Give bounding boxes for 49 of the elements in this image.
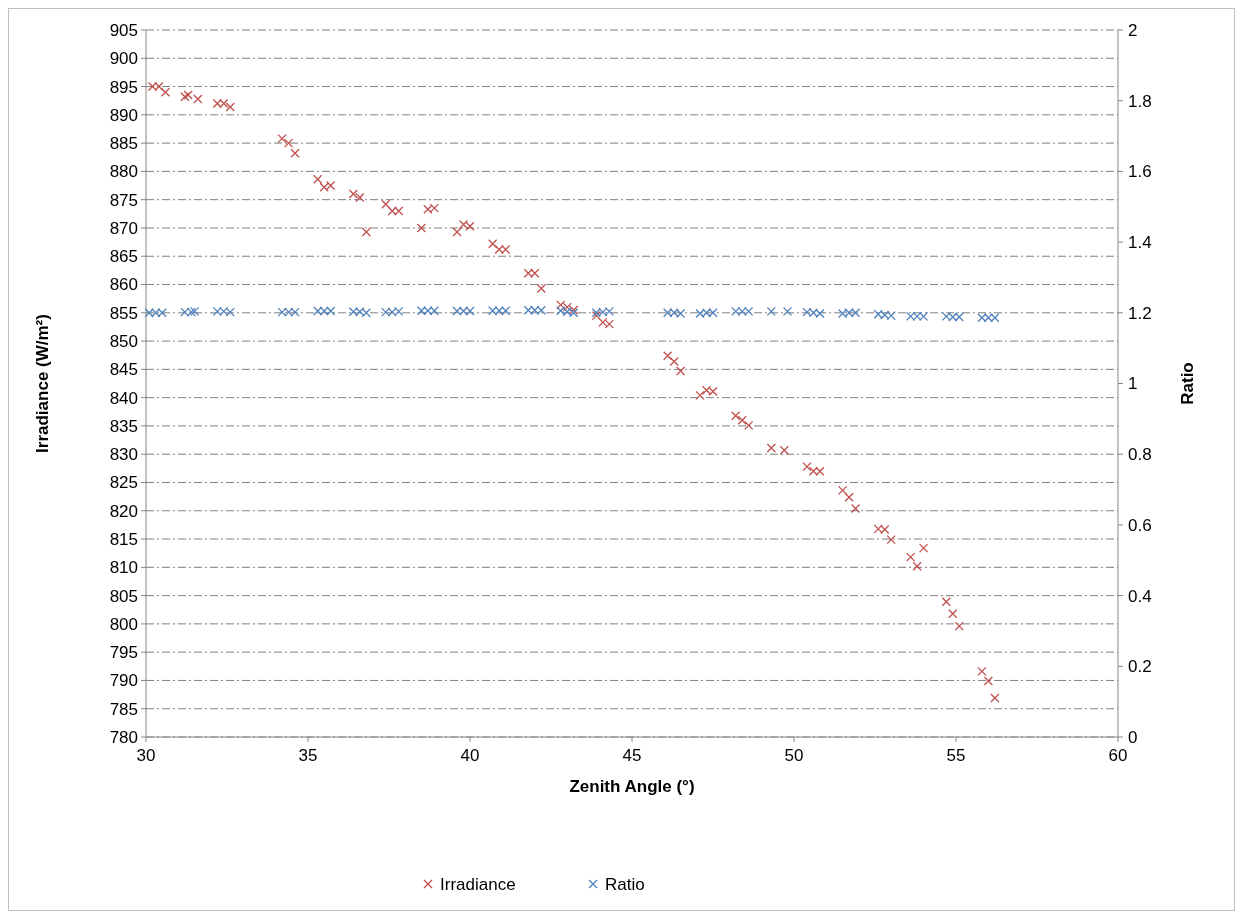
- x-tick-label: 45: [622, 746, 642, 765]
- y-tick-label: 880: [109, 162, 138, 182]
- y-tick-label: 900: [109, 49, 138, 69]
- y2-tick-label: 0.4: [1128, 586, 1152, 606]
- y-tick-label: 905: [109, 20, 138, 40]
- y2-axis-title: Ratio: [1178, 362, 1197, 405]
- x-tick-label: 55: [946, 746, 966, 765]
- y-tick-label: 870: [109, 218, 138, 238]
- x-axis-title: Zenith Angle (°): [569, 777, 695, 796]
- y-tick-label: 855: [109, 303, 138, 323]
- y2-tick-label: 1.6: [1128, 162, 1152, 182]
- y-tick-label: 875: [109, 190, 138, 210]
- y-tick-label: 890: [109, 105, 138, 125]
- y-tick-label: 805: [109, 586, 138, 606]
- y-tick-label: 895: [109, 77, 138, 97]
- y-tick-label: 865: [109, 247, 138, 267]
- y-tick-label: 860: [109, 275, 138, 295]
- y2-tick-label: 1: [1128, 374, 1138, 394]
- x-tick-label: 40: [460, 746, 480, 765]
- y-tick-label: 835: [109, 416, 138, 436]
- y2-tick-label: 0: [1128, 727, 1138, 747]
- y-tick-label: 845: [109, 360, 138, 380]
- x-tick-label: 60: [1108, 746, 1128, 765]
- legend-label: Irradiance: [440, 874, 516, 894]
- y-tick-label: 800: [109, 614, 138, 634]
- y-tick-label: 885: [109, 134, 138, 154]
- y-tick-label: 840: [109, 388, 138, 408]
- y-tick-label: 850: [109, 332, 138, 352]
- y-tick-label: 810: [109, 558, 138, 578]
- y-tick-label: 815: [109, 529, 138, 549]
- y2-tick-label: 1.4: [1128, 233, 1152, 253]
- x-tick-label: 50: [784, 746, 804, 765]
- y2-tick-label: 2: [1128, 20, 1138, 40]
- legend-label: Ratio: [605, 874, 645, 894]
- y-axis-title: Irradiance (W/m²): [33, 314, 52, 453]
- y-tick-label: 830: [109, 445, 138, 465]
- y-tick-label: 780: [109, 727, 138, 747]
- x-tick-label: 30: [136, 746, 156, 765]
- x-tick-label: 35: [298, 746, 318, 765]
- y-tick-label: 790: [109, 671, 138, 691]
- y2-tick-label: 1.8: [1128, 91, 1152, 111]
- y-tick-label: 795: [109, 643, 138, 663]
- y-tick-label: 785: [109, 699, 138, 719]
- y2-tick-label: 0.6: [1128, 515, 1152, 535]
- y-tick-label: 825: [109, 473, 138, 493]
- y2-tick-label: 0.8: [1128, 445, 1152, 465]
- y2-tick-label: 0.2: [1128, 657, 1152, 677]
- y2-tick-label: 1.2: [1128, 303, 1152, 323]
- y-tick-label: 820: [109, 501, 138, 521]
